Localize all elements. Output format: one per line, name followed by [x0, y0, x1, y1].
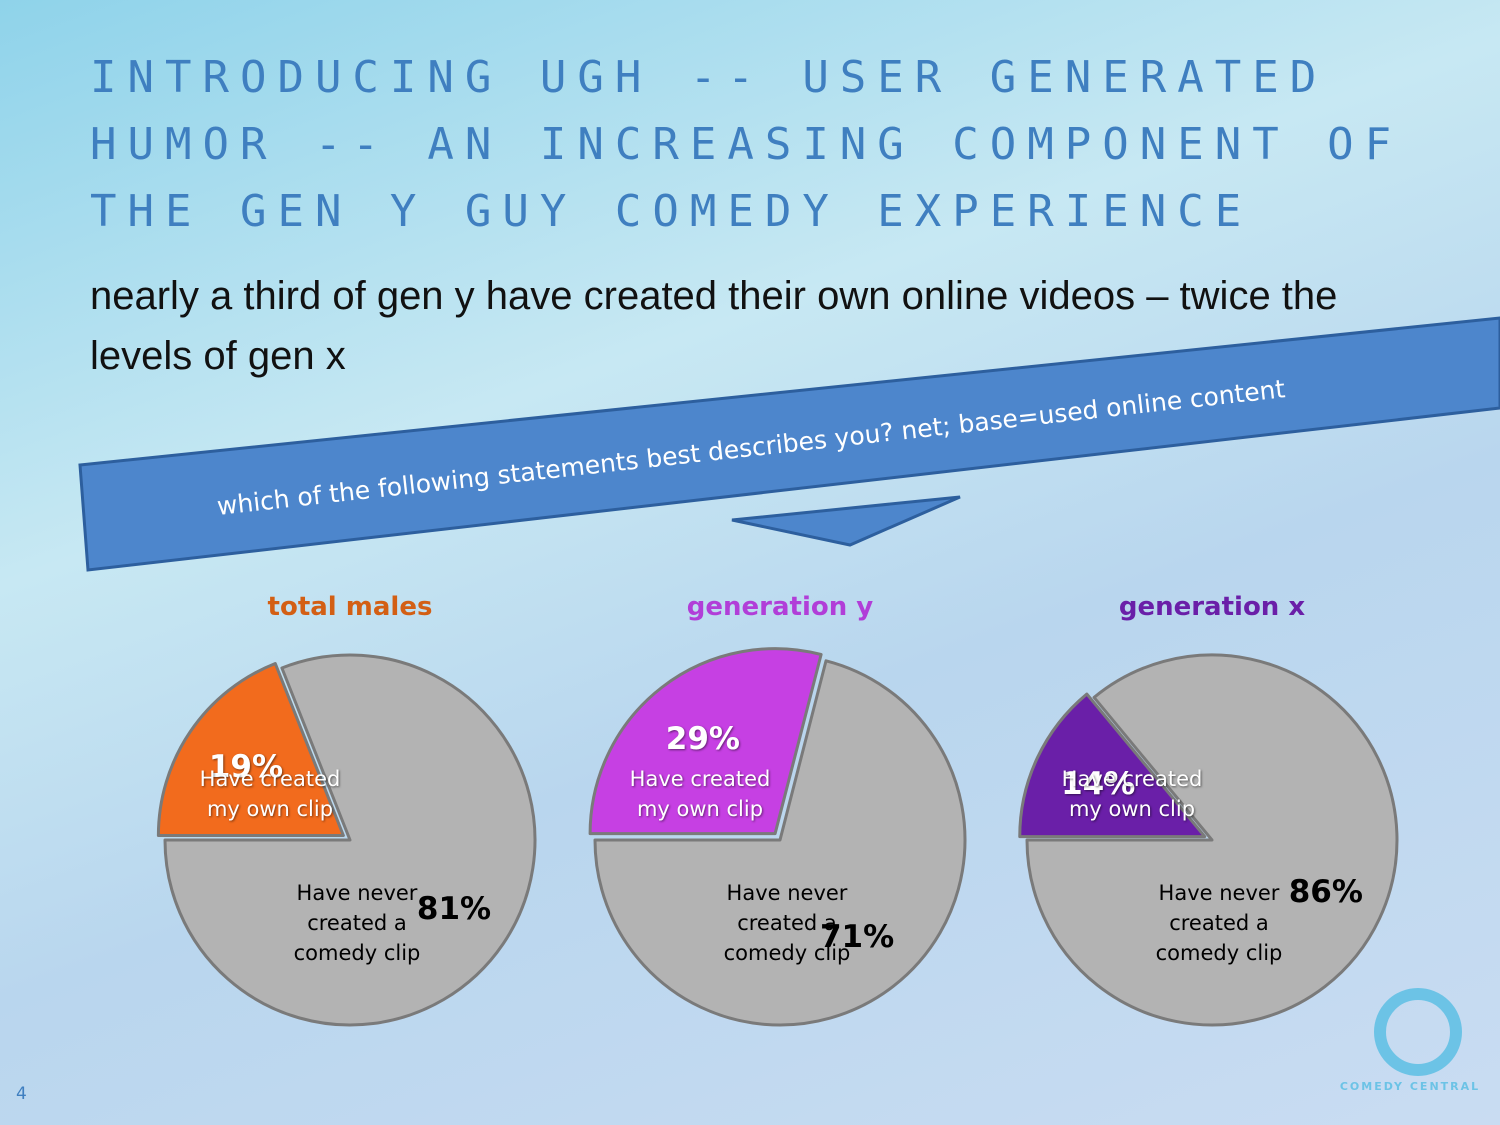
page-number: 4 — [16, 1084, 27, 1104]
pie-title: generation x — [1118, 592, 1306, 622]
banner-band — [78, 316, 1500, 572]
pie-slice — [1018, 692, 1207, 839]
slice-label: Have created my own clip — [629, 767, 771, 821]
pie-slice — [163, 653, 537, 1027]
slice-label: Have never created a comedy clip — [1155, 881, 1283, 965]
banner-arrow — [731, 495, 961, 547]
slice-label: Have created my own clip — [199, 767, 341, 821]
value-label: 81% — [416, 890, 492, 927]
pie-slice — [1025, 653, 1399, 1027]
pie-slice — [593, 659, 967, 1027]
slide-title: INTRODUCING UGH -- USER GENERATED HUMOR … — [90, 52, 1403, 237]
slice-label: Have never created a comedy clip — [293, 881, 421, 965]
slice-label: Have created my own clip — [1061, 767, 1203, 821]
value-label: 29% — [665, 720, 740, 757]
slide-subtitle: nearly a third of gen y have created the… — [90, 274, 1338, 378]
pie-title: total males — [267, 592, 433, 622]
logo-mark — [1374, 988, 1462, 1076]
pie-slice — [156, 661, 345, 838]
value-label: 86% — [1288, 873, 1363, 910]
slice-label: Have never created a comedy clip — [723, 881, 851, 965]
value-label: 14% — [1061, 766, 1136, 803]
pie-slice — [588, 647, 823, 836]
logo-text: COMEDY CENTRAL — [1340, 1080, 1480, 1093]
pie-title: generation y — [686, 592, 874, 622]
value-label: 19% — [208, 749, 284, 786]
value-label: 71% — [819, 919, 895, 956]
